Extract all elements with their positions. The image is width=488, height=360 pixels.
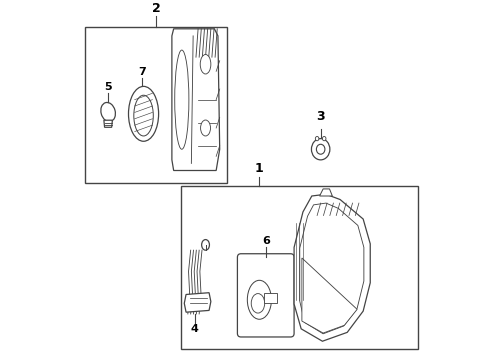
Polygon shape: [293, 194, 369, 341]
Ellipse shape: [200, 120, 210, 136]
Ellipse shape: [251, 294, 264, 313]
Text: 4: 4: [191, 324, 199, 334]
Text: 6: 6: [261, 236, 269, 246]
Ellipse shape: [101, 103, 115, 122]
Bar: [181, 186, 417, 349]
Ellipse shape: [316, 144, 324, 154]
FancyBboxPatch shape: [237, 254, 293, 337]
Polygon shape: [103, 120, 112, 127]
Ellipse shape: [174, 50, 188, 149]
Ellipse shape: [322, 136, 325, 141]
Text: 7: 7: [138, 67, 145, 77]
Text: 5: 5: [104, 82, 112, 92]
Ellipse shape: [201, 239, 209, 250]
Polygon shape: [184, 293, 210, 312]
Polygon shape: [299, 203, 363, 334]
Polygon shape: [319, 189, 332, 196]
Ellipse shape: [200, 54, 210, 74]
Ellipse shape: [311, 139, 329, 160]
Text: 1: 1: [254, 162, 263, 175]
Text: 2: 2: [151, 2, 160, 15]
Ellipse shape: [315, 136, 318, 141]
Text: 3: 3: [316, 110, 325, 123]
Polygon shape: [172, 29, 219, 171]
Ellipse shape: [134, 95, 153, 136]
Ellipse shape: [247, 280, 271, 319]
Ellipse shape: [128, 86, 158, 141]
Bar: [85, 27, 226, 183]
Polygon shape: [301, 258, 356, 333]
Bar: [264, 293, 277, 303]
